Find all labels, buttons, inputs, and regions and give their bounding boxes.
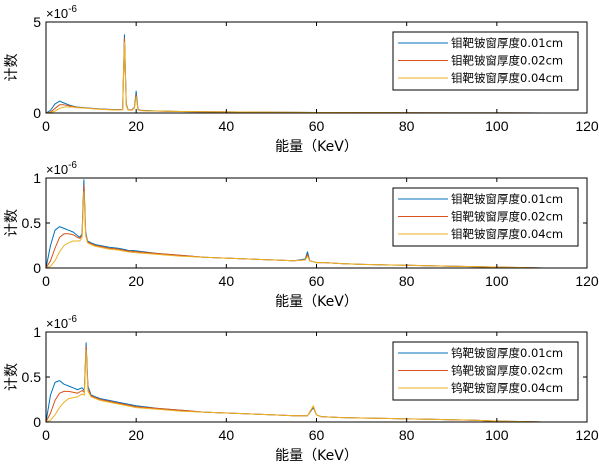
y-tick-label: 5 [33,14,41,30]
series-line-3 [45,191,542,269]
x-tick-label: 80 [399,118,415,134]
legend-entry-3: 钼靶铍窗厚度0.04cm [451,71,563,85]
y-axis-label: 计数 [4,54,20,82]
y-tick-label: 0.5 [22,369,42,385]
legend-entry-3: 钼靶铍窗厚度0.04cm [451,227,563,241]
y-tick-label: 0 [33,414,41,430]
x-tick-label: 100 [485,273,509,289]
x-tick-label: 40 [219,118,235,134]
x-tick-label: 120 [575,273,599,289]
x-tick-label: 60 [309,427,325,443]
legend-entry-2: 钼靶铍窗厚度0.02cm [451,210,563,224]
x-tick-label: 80 [399,427,415,443]
y-tick-label: 0 [33,260,41,276]
y-axis-label: 计数 [4,209,20,237]
legend: 钨靶铍窗厚度0.01cm 钨靶铍窗厚度0.02cm 钨靶铍窗厚度0.04cm [392,341,579,401]
y-exponent-label: ×10-6 [46,160,77,177]
x-tick-label: 60 [309,118,325,134]
x-tick-label: 40 [219,427,235,443]
y-exponent-label: ×10-6 [46,4,77,21]
chart-panel-3: 0 20 40 60 80 100 12000.51×10-6能量（KeV）计数钨靶铍窗厚度… [4,314,599,464]
y-tick-label: 1 [33,324,41,340]
series-line-3 [45,349,542,423]
legend-entry-1: 钼靶铍窗厚度0.01cm [451,36,563,50]
x-tick-label: 0 [42,427,50,443]
legend: 钼靶铍窗厚度0.01cm 钼靶铍窗厚度0.02cm 钼靶铍窗厚度0.04cm [392,31,579,91]
x-axis-label: 能量（KeV） [275,294,358,310]
legend: 钼靶铍窗厚度0.01cm 钼靶铍窗厚度0.02cm 钼靶铍窗厚度0.04cm [392,187,579,247]
x-tick-label: 100 [485,118,509,134]
x-tick-label: 20 [128,273,144,289]
chart-panel-2: 0 20 40 60 80 100 12000.51×10-6能量（KeV）计数钼靶铍窗厚度… [4,160,599,310]
y-tick-label: 1 [33,170,41,186]
y-axis-label: 计数 [4,363,20,391]
legend-entry-2: 钼靶铍窗厚度0.02cm [451,54,563,68]
chart-panel-1: 0 20 40 60 80 100 12005×10-6能量（KeV）计数钼靶铍窗厚度0.0… [4,4,599,155]
series-line-3 [45,41,542,114]
x-tick-label: 80 [399,273,415,289]
x-tick-label: 100 [485,427,509,443]
x-tick-label: 0 [42,118,50,134]
legend-entry-3: 钨靶铍窗厚度0.04cm [451,381,563,395]
x-tick-label: 120 [575,427,599,443]
x-tick-label: 0 [42,273,50,289]
x-tick-label: 60 [309,273,325,289]
legend-entry-2: 钨靶铍窗厚度0.02cm [451,364,563,378]
x-tick-label: 40 [219,273,235,289]
y-tick-label: 0.5 [22,215,42,231]
y-exponent-label: ×10-6 [46,314,77,331]
legend-entry-1: 钨靶铍窗厚度0.01cm [451,346,563,360]
legend-entry-1: 钼靶铍窗厚度0.01cm [451,192,563,206]
x-axis-label: 能量（KeV） [275,448,358,464]
x-axis-label: 能量（KeV） [275,139,358,155]
x-tick-label: 120 [575,118,599,134]
x-tick-label: 20 [128,118,144,134]
y-tick-label: 0 [33,105,41,121]
x-tick-label: 20 [128,427,144,443]
